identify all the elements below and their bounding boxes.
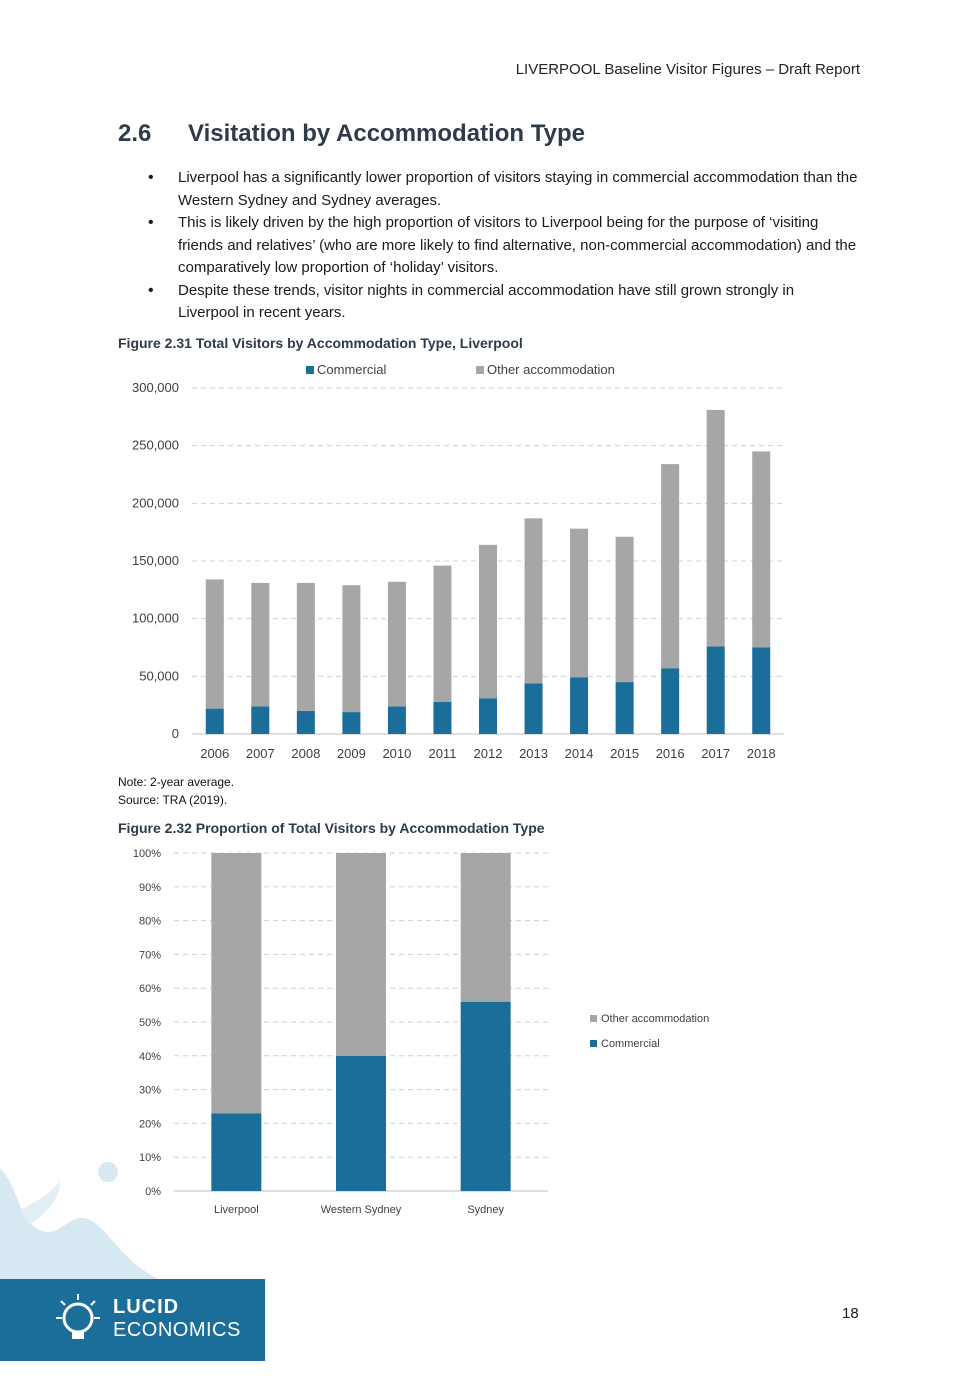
bar-commercial-sydney [460, 1001, 511, 1191]
bar-commercial-2010 [387, 706, 406, 734]
bar-other-sydney [460, 853, 511, 1002]
legend-label: Commercial [601, 1038, 660, 1050]
proportion-by-accommodation-chart: 0% 10% 20% 30% 40% 50% 60% 70% 80% 90% 100% Liverp… [133, 848, 709, 1216]
bullet-item: Despite these trends, visitor nights in … [146, 280, 858, 325]
bar-other-2013 [524, 518, 543, 684]
bar-other-2018 [752, 451, 771, 648]
x-tick-label: 2013 [519, 746, 548, 761]
bar-commercial-2008 [296, 710, 315, 734]
bar-other-2008 [296, 582, 315, 711]
bar-commercial-2017 [706, 646, 725, 734]
figure1-note-text: Note: 2-year average. [118, 775, 235, 789]
section-title: Visitation by Accommodation Type [188, 120, 585, 147]
bar-other-liverpool [211, 853, 262, 1114]
bar-other-2016 [661, 464, 680, 669]
figure2-title: Figure 2.32 Proportion of Total Visitors… [118, 820, 545, 836]
y-tick-label: 30% [139, 1085, 161, 1097]
x-tick-label: 2014 [565, 746, 594, 761]
decorative-splash-graphic [0, 1162, 160, 1290]
y-tick-label: 20% [139, 1118, 161, 1130]
y-tick-label: 10% [139, 1152, 161, 1164]
bar-commercial-2011 [433, 701, 452, 734]
logo-banner [0, 1279, 265, 1361]
figure1-source-text: Source: TRA (2019). [118, 793, 228, 807]
visitors-by-accommodation-chart: 0 50,000 100,000 150,000 200,000 250,000 300,0… [132, 362, 784, 761]
bar-commercial-liverpool [211, 1113, 262, 1191]
y-tick-label: 0 [172, 726, 179, 741]
bar-commercial-2014 [570, 677, 589, 734]
bar-other-2006 [205, 579, 224, 709]
y-tick-label: 50,000 [139, 668, 179, 683]
x-tick-label: 2018 [747, 746, 776, 761]
section-heading: 2.6 Visitation by Accommodation Type [118, 120, 585, 148]
bar-commercial-2012 [479, 698, 497, 734]
y-tick-label: 200,000 [132, 495, 179, 510]
bar-commercial-2013 [524, 683, 543, 734]
legend-label: Commercial [317, 362, 386, 377]
x-tick-label: 2015 [610, 746, 639, 761]
y-tick-label: 70% [139, 949, 161, 961]
logo-line1: LUCID [113, 1296, 180, 1318]
x-tick-label: 2009 [337, 746, 366, 761]
x-tick-label: 2007 [246, 746, 275, 761]
bar-other-2017 [706, 409, 725, 647]
section-number: 2.6 [118, 120, 152, 147]
legend-label: Other accommodation [487, 362, 615, 377]
x-tick-label: 2012 [474, 746, 503, 761]
y-tick-label: 0% [145, 1186, 161, 1198]
bar-other-2015 [615, 536, 634, 683]
x-tick-label: 2011 [428, 746, 456, 761]
page-number: 18 [842, 1305, 859, 1322]
y-tick-label: 250,000 [132, 438, 179, 453]
bar-other-2014 [570, 528, 589, 678]
x-tick-label: 2008 [291, 746, 320, 761]
bar-other-2009 [342, 585, 361, 713]
bar-commercial-2018 [752, 647, 771, 734]
bar-commercial-2015 [615, 682, 634, 734]
bar-commercial-2007 [251, 706, 270, 734]
legend-swatch-other [476, 366, 484, 374]
y-tick-label: 100% [133, 848, 161, 860]
x-tick-label: 2016 [656, 746, 685, 761]
bar-other-2012 [479, 544, 497, 699]
legend-label: Other accommodation [601, 1013, 709, 1025]
figure1-note: Note: 2-year average. Source: TRA (2019)… [118, 773, 234, 809]
y-tick-label: 60% [139, 983, 161, 995]
bar-commercial-2009 [342, 712, 361, 734]
x-tick-label: 2017 [701, 746, 730, 761]
y-tick-label: 150,000 [132, 553, 179, 568]
x-tick-label: 2010 [382, 746, 411, 761]
bullet-list: Liverpool has a significantly lower prop… [146, 167, 858, 325]
logo: LUCID ECONOMICS [113, 1296, 241, 1342]
y-tick-label: 100,000 [132, 611, 179, 626]
figure1-title: Figure 2.31 Total Visitors by Accommodat… [118, 335, 523, 351]
report-header-title: LIVERPOOL Baseline Visitor Figures – Dra… [515, 61, 860, 78]
bullet-item: This is likely driven by the high propor… [146, 212, 858, 280]
bullet-item: Liverpool has a significantly lower prop… [146, 167, 858, 212]
bar-other-western-sydney [336, 853, 386, 1056]
y-tick-label: 80% [139, 916, 161, 928]
lightbulb-icon [56, 1294, 100, 1339]
bar-commercial-2006 [205, 708, 224, 734]
y-tick-label: 40% [139, 1051, 161, 1063]
y-tick-label: 50% [139, 1017, 161, 1029]
x-tick-label: 2006 [200, 746, 229, 761]
bar-other-2011 [433, 565, 452, 702]
x-tick-label: Western Sydney [321, 1204, 402, 1216]
y-tick-label: 90% [139, 882, 161, 894]
bar-other-2007 [251, 582, 270, 707]
legend-swatch-commercial [306, 366, 314, 374]
x-tick-label: Sydney [467, 1204, 504, 1216]
legend-swatch-commercial [590, 1040, 597, 1047]
bar-commercial-western-sydney [336, 1055, 386, 1191]
y-tick-label: 300,000 [132, 380, 179, 395]
bar-commercial-2016 [661, 668, 680, 734]
bar-other-2010 [387, 581, 406, 707]
legend-swatch-other [590, 1015, 597, 1022]
x-tick-label: Liverpool [214, 1204, 259, 1216]
logo-line2: ECONOMICS [113, 1319, 241, 1341]
